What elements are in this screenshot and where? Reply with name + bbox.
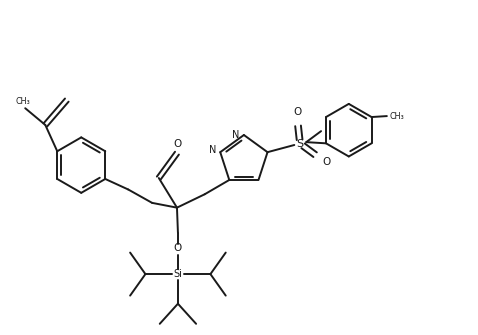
Text: CH₃: CH₃ (390, 112, 405, 121)
Text: O: O (174, 139, 182, 149)
Text: N: N (232, 130, 239, 140)
Text: N: N (209, 145, 216, 155)
Text: O: O (323, 157, 331, 167)
Text: O: O (174, 243, 182, 253)
Text: CH₃: CH₃ (16, 97, 31, 106)
Text: O: O (293, 108, 302, 118)
Text: Si: Si (174, 269, 183, 279)
Text: S: S (296, 139, 304, 148)
